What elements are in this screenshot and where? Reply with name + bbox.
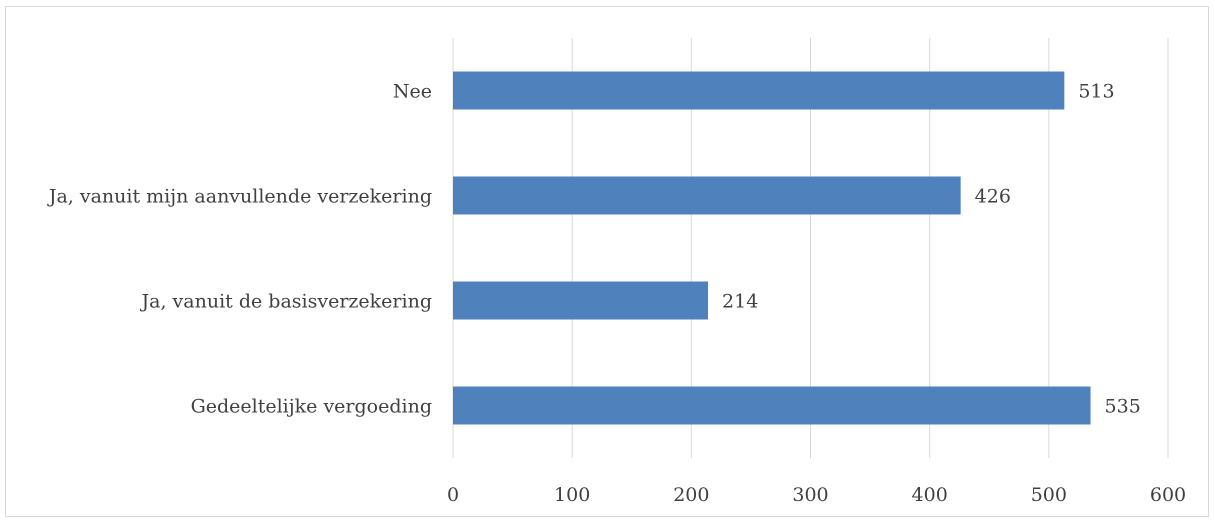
- category-label: Ja, vanuit mijn aanvullende verzekering: [47, 186, 432, 208]
- x-tick-label: 100: [554, 484, 590, 506]
- labels: 0 100 200 300 400 500 600 Gedeeltelijke vergoed…: [47, 81, 1186, 507]
- x-tick-label: 0: [447, 484, 459, 506]
- category-label: Gedeeltelijke vergoeding: [191, 396, 432, 418]
- bar: [453, 281, 709, 320]
- bar: [453, 386, 1091, 425]
- x-tick-label: 300: [792, 484, 828, 506]
- x-tick-label: 400: [912, 484, 948, 506]
- category-label: Ja, vanuit de basisverzekering: [140, 291, 432, 313]
- bar: [453, 176, 961, 215]
- x-tick-label: 500: [1031, 484, 1067, 506]
- bars: [453, 71, 1091, 425]
- x-tick-label: 600: [1150, 484, 1186, 506]
- bar: [453, 71, 1065, 110]
- data-label: 535: [1105, 396, 1141, 418]
- category-label: Nee: [393, 81, 432, 103]
- x-tick-label: 200: [673, 484, 709, 506]
- data-label: 513: [1078, 81, 1114, 103]
- data-label: 214: [722, 291, 758, 313]
- data-label: 426: [975, 186, 1011, 208]
